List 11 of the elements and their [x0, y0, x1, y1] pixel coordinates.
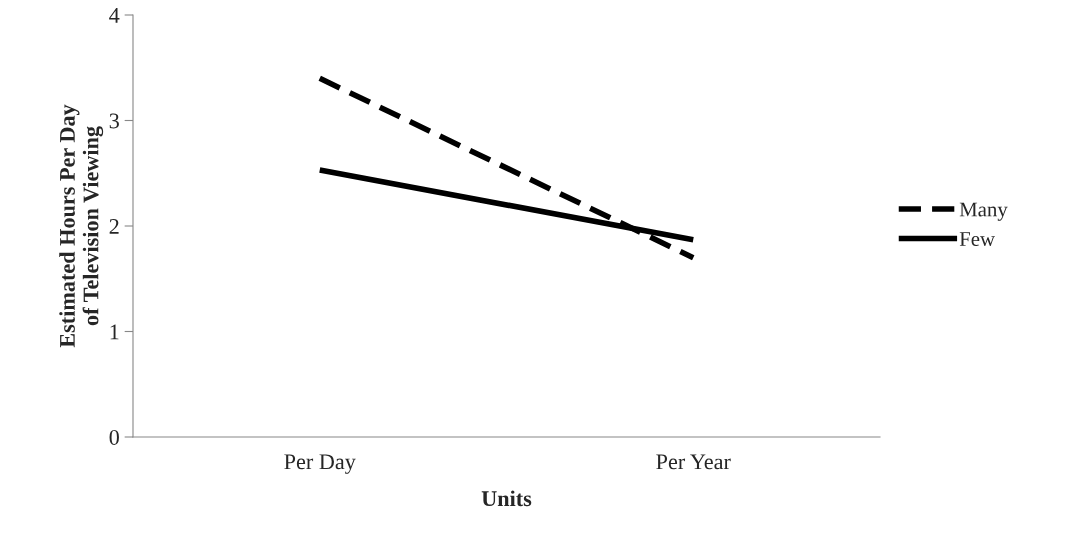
legend-label: Many	[959, 202, 1008, 221]
x-axis-title: Units	[481, 490, 532, 507]
y-tick-label: 0	[109, 429, 119, 445]
x-tick-label: Per Day	[284, 454, 356, 474]
x-tick-label: Per Year	[656, 454, 731, 470]
y-tick-label: 3	[109, 113, 119, 129]
y-axis-title: Estimated Hours Per Day of Television Viewing	[59, 104, 104, 348]
y-tick-label: 4	[109, 8, 120, 23]
legend-label: Few	[959, 232, 995, 247]
y-tick-label: 2	[109, 218, 119, 234]
y-tick-label: 1	[110, 324, 119, 340]
